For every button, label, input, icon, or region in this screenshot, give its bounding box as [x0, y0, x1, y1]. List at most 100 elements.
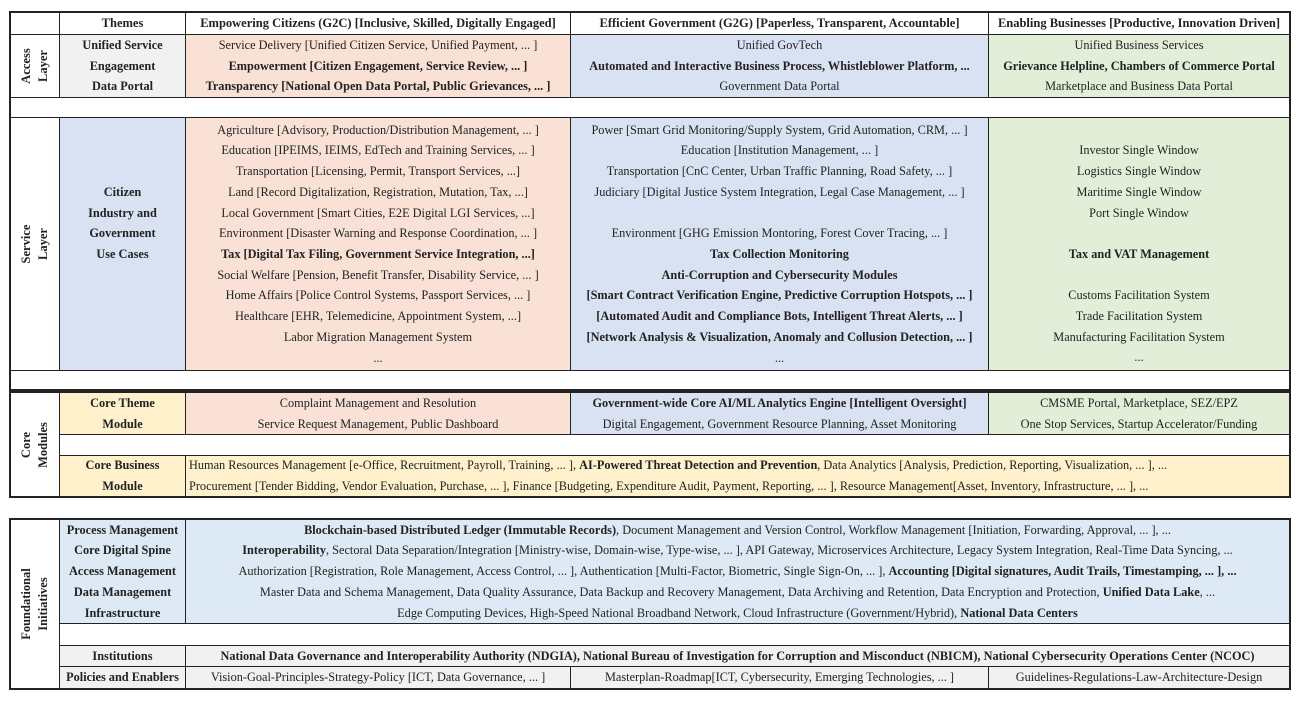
cell-line: Tax Collection Monitoring	[710, 246, 849, 261]
cell-line: Transparency [National Open Data Portal,…	[205, 79, 551, 94]
foundational-row-labels: Process Management Core Digital Spine Acce…	[59, 519, 186, 624]
cell-line: ...	[774, 350, 785, 365]
cell-line: Core Business	[85, 458, 160, 473]
cell-line: Digital Engagement, Government Resource …	[602, 416, 957, 431]
header-themes-label: Themes	[101, 16, 144, 31]
cell-line: Government-wide Core AI/ML Analytics Eng…	[592, 395, 967, 410]
cell-line: Unified GovTech	[736, 37, 823, 52]
section-label-text: Core Modules	[18, 422, 52, 468]
cell-line: Agriculture [Advisory, Production/Distri…	[217, 122, 539, 137]
institutions-label: Institutions	[59, 645, 186, 667]
cell-line: Vision-Goal-Principles-Strategy-Policy […	[210, 670, 546, 685]
cell-line: Core Theme	[90, 395, 155, 410]
core-theme-label: Core Theme Module	[59, 392, 186, 435]
cell-line: Tax [Digital Tax Filing, Government Serv…	[221, 247, 535, 261]
cell-line: Module	[102, 416, 143, 431]
cell-line: Infrastructure	[84, 605, 161, 620]
cell-line: Environment [GHG Emission Montoring, For…	[611, 226, 948, 241]
cell-line: Tax and VAT Management	[1068, 246, 1210, 261]
policy-masterplan: Masterplan-Roadmap[ICT, Cybersecurity, E…	[570, 666, 989, 689]
cell-line: Local Government [Smart Cities, E2E Digi…	[221, 205, 535, 220]
header-g2g-label: Efficient Government (G2G) [Paperless, T…	[599, 16, 960, 31]
cell-line: Social Welfare [Pension, Benefit Transfe…	[217, 267, 539, 282]
section-label-text: Foundational Initiatives	[18, 568, 52, 640]
service-themes: Citizen Industry and Government Use Cases	[59, 117, 186, 371]
cell-line: Home Affairs [Police Control Systems, Pa…	[225, 288, 531, 303]
cell-line: Transportation [CnC Center, Urban Traffi…	[606, 164, 953, 179]
cell-line: Authorization [Registration, Role Manage…	[238, 561, 1236, 582]
policies-label: Policies and Enablers	[59, 666, 186, 689]
cell-line-segment: Interoperability	[242, 543, 327, 558]
cell-line: Core Digital Spine	[74, 543, 171, 558]
access-themes: Unified Service Engagement Data Portal	[59, 34, 186, 98]
cell-line: Module	[102, 479, 143, 493]
cell-line: Service Request Management, Public Dashb…	[257, 416, 499, 431]
section-label-line: Layer	[36, 50, 50, 82]
section-label-line: Service	[19, 224, 33, 264]
cell-line: Use Cases	[96, 247, 149, 262]
cell-line: [Automated Audit and Compliance Bots, In…	[596, 309, 963, 324]
access-layer-label: Access Layer	[10, 34, 60, 98]
policy-vision: Vision-Goal-Principles-Strategy-Policy […	[185, 666, 571, 689]
core-modules-label: Core Modules	[10, 392, 60, 497]
cell-line: Logistics Single Window	[1076, 164, 1202, 179]
cell-line: One Stop Services, Startup Accelerator/F…	[1020, 416, 1258, 431]
cell-line: Blockchain-based Distributed Ledger (Imm…	[304, 520, 1171, 540]
cell-line: Land [Record Digitalization, Registratio…	[228, 184, 528, 199]
header-g2g: Efficient Government (G2G) [Paperless, T…	[570, 12, 989, 35]
cell-line: Power [Smart Grid Monitoring/Supply Syst…	[591, 122, 968, 137]
cell-line: Manufacturing Facilitation System	[1053, 329, 1225, 344]
cell-line: Environment [Disaster Warning and Respon…	[218, 226, 538, 241]
service-g2g: Power [Smart Grid Monitoring/Supply Syst…	[570, 117, 989, 371]
cell-line: Automated and Interactive Business Proce…	[589, 58, 970, 73]
service-g2c: Agriculture [Advisory, Production/Distri…	[185, 117, 571, 371]
section-label-line: Core	[19, 431, 33, 458]
cell-line: Master Data and Schema Management, Data …	[260, 582, 1215, 603]
core-theme-g2b: CMSME Portal, Marketplace, SEZ/EPZ One St…	[988, 392, 1290, 435]
section-label-line: Access	[19, 48, 33, 84]
cell-line: Access Management	[69, 564, 176, 579]
section-label-text: Access Layer	[18, 48, 52, 83]
cell-line-segment: , Sectoral Data Separation/Integration […	[326, 543, 1233, 558]
core-theme-g2g: Government-wide Core AI/ML Analytics Eng…	[570, 392, 989, 435]
spacer-row	[59, 434, 1290, 456]
cell-line: ...	[1134, 350, 1144, 365]
cell-line: ...	[373, 350, 383, 365]
core-theme-g2c: Complaint Management and Resolution Servi…	[185, 392, 571, 435]
cell-line: Education [IPEIMS, IEIMS, EdTech and Tra…	[221, 143, 535, 158]
cell-line: Data Portal	[91, 79, 154, 94]
cell-line: Government Data Portal	[719, 79, 840, 94]
cell-line: Investor Single Window	[1079, 143, 1199, 158]
cell-line: Interoperability, Sectoral Data Separati…	[242, 540, 1233, 561]
cell-line: [Network Analysis & Visualization, Anoma…	[586, 329, 973, 344]
cell-line: Procurement [Tender Bidding, Vendor Eval…	[189, 479, 1149, 493]
cell-line-segment: , Data Analytics [Analysis, Prediction, …	[817, 458, 1168, 473]
header-g2b-label: Enabling Businesses [Productive, Innovat…	[997, 16, 1281, 31]
section-label-line: Initiatives	[36, 577, 50, 631]
cell-line: CMSME Portal, Marketplace, SEZ/EPZ	[1040, 395, 1238, 410]
policy-guidelines: Guidelines-Regulations-Law-Architecture-…	[988, 666, 1290, 689]
access-g2c: Service Delivery [Unified Citizen Servic…	[185, 34, 571, 98]
cell-line-segment: Accounting [Digital signatures, Audit Tr…	[888, 564, 1237, 579]
section-label-line: Layer	[36, 228, 50, 260]
cell-line: Edge Computing Devices, High-Speed Natio…	[397, 603, 1078, 623]
cell-line-segment: AI-Powered Threat Detection and Preventi…	[579, 458, 818, 473]
cell-line: Unified Service	[82, 37, 163, 52]
spacer-row	[10, 97, 1290, 118]
cell-line-segment: National Data Centers	[960, 605, 1078, 620]
service-layer-label: Service Layer	[10, 117, 60, 371]
cell-line-segment: Blockchain-based Distributed Ledger (Imm…	[304, 522, 617, 537]
cell-line-segment: , Document Management and Version Contro…	[616, 522, 1171, 537]
cell-line-segment: , ...	[1199, 584, 1216, 599]
cell-line: Citizen	[103, 184, 142, 199]
header-themes: Themes	[59, 12, 186, 35]
institutions: National Data Governance and Interoperab…	[185, 645, 1290, 667]
section-label-text: Service Layer	[18, 225, 52, 264]
cell-line-segment: Unified Data Lake	[1102, 584, 1200, 599]
core-business-label: Core Business Module	[59, 455, 186, 497]
cell-line: Data Management	[73, 584, 172, 599]
cell-line: Trade Facilitation System	[1075, 309, 1203, 324]
cell-line: Unified Business Services	[1074, 37, 1204, 52]
cell-line-segment: Master Data and Schema Management, Data …	[259, 584, 1103, 599]
core-business-modules: Human Resources Management [e-Office, Re…	[185, 455, 1290, 497]
